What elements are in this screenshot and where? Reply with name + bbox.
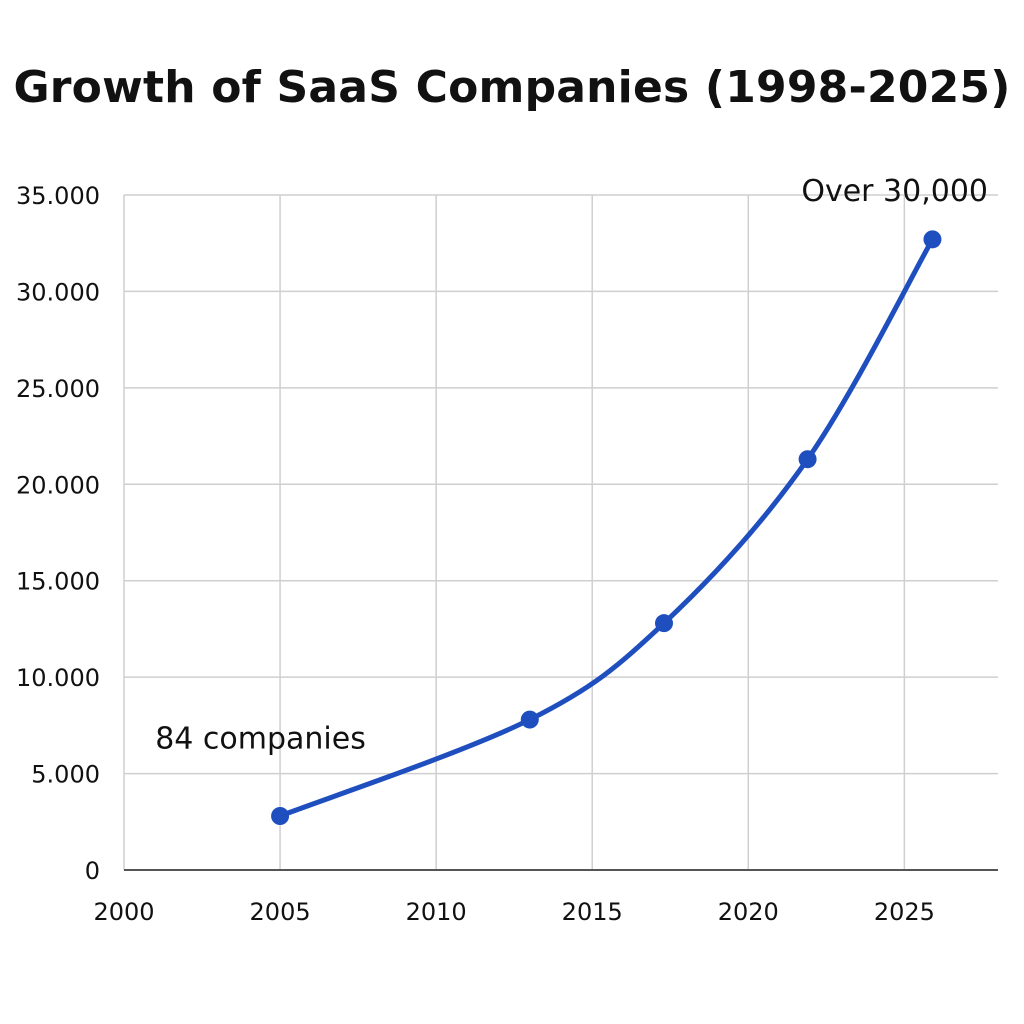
y-tick-label: 15.000 bbox=[16, 568, 100, 596]
data-point bbox=[798, 450, 817, 469]
grid bbox=[123, 194, 998, 870]
y-tick-label: 30.000 bbox=[16, 278, 100, 306]
y-tick-label: 10.000 bbox=[16, 664, 100, 692]
x-tick-label: 2020 bbox=[718, 898, 779, 926]
data-point bbox=[520, 710, 539, 729]
x-tick-label: 2015 bbox=[562, 898, 623, 926]
series-layer bbox=[271, 230, 942, 825]
x-tick-label: 2025 bbox=[874, 898, 935, 926]
x-axis-tick-labels: 2000 2005 2010 2015 2020 2025 bbox=[93, 898, 934, 926]
y-axis-tick-labels: 0 5.000 10.000 15.000 20.000 25.000 30.000 35.0… bbox=[16, 182, 100, 885]
series-line bbox=[277, 236, 935, 819]
annotation-label: Over 30,000 bbox=[801, 174, 988, 209]
y-tick-label: 35.000 bbox=[16, 182, 100, 210]
x-tick-label: 2010 bbox=[406, 898, 467, 926]
data-point bbox=[923, 230, 942, 249]
data-point bbox=[655, 614, 674, 633]
y-tick-label: 5.000 bbox=[31, 761, 100, 789]
x-tick-label: 2000 bbox=[93, 898, 154, 926]
annotations: 84 companies Over 30,000 bbox=[155, 174, 988, 757]
y-tick-label: 20.000 bbox=[16, 471, 100, 499]
y-tick-label: 25.000 bbox=[16, 375, 100, 403]
x-tick-label: 2005 bbox=[250, 898, 311, 926]
y-tick-label: 0 bbox=[85, 857, 100, 885]
data-point bbox=[271, 807, 290, 825]
chart-title: Growth of SaaS Companies (1998-2025) bbox=[13, 62, 1011, 113]
annotation-label: 84 companies bbox=[155, 722, 366, 757]
